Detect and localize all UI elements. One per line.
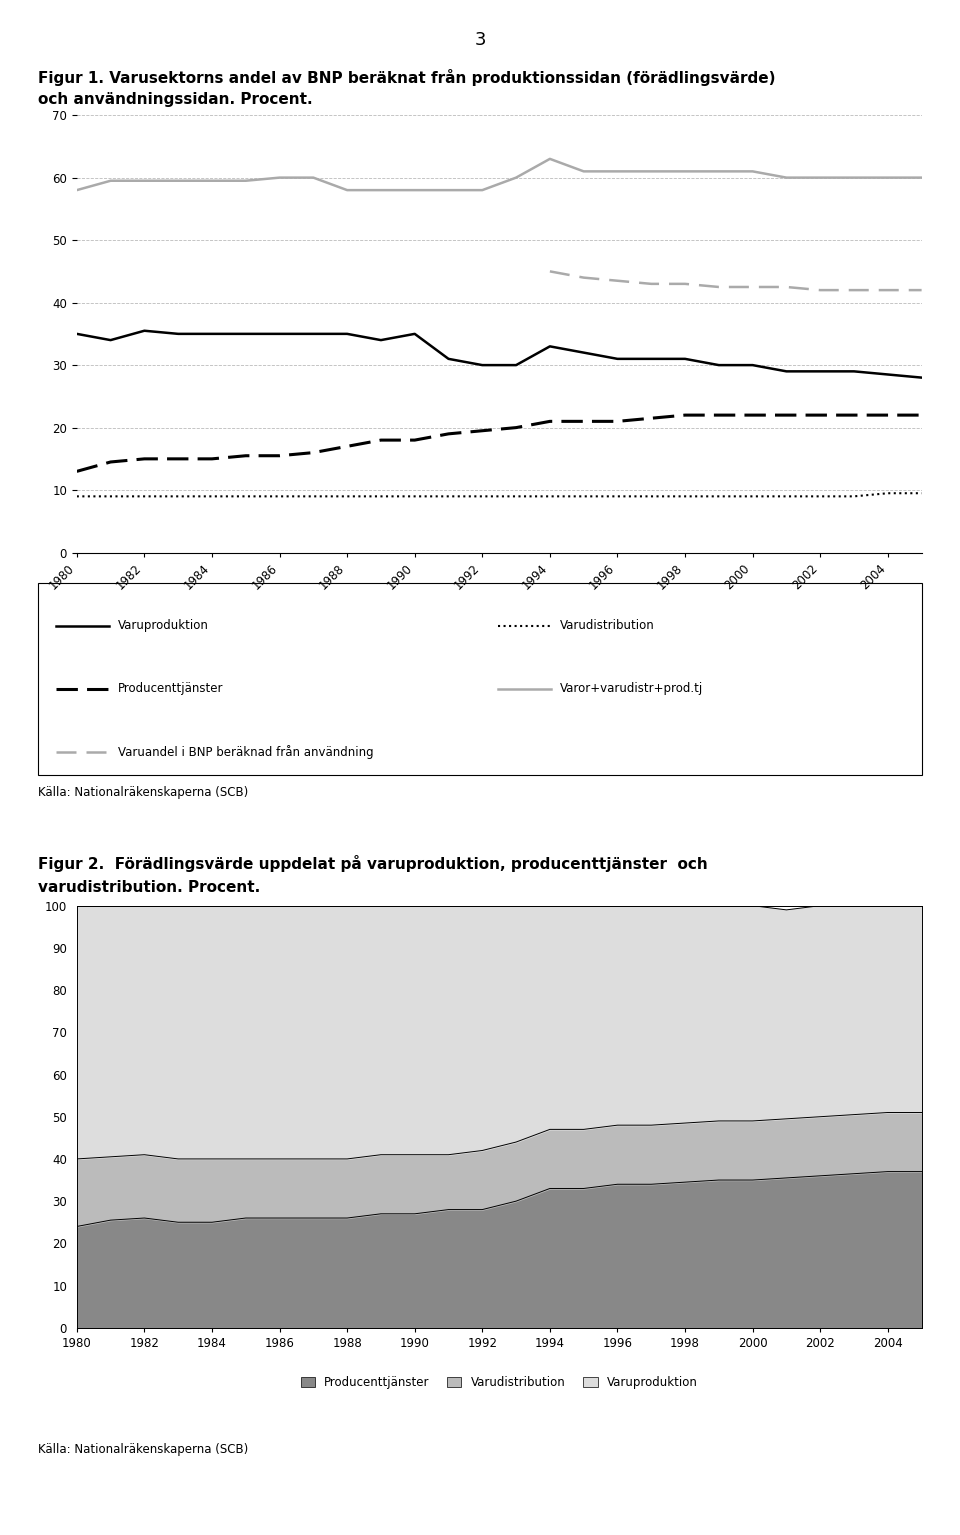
Text: Varuproduktion: Varuproduktion xyxy=(118,619,208,632)
Text: Varudistribution: Varudistribution xyxy=(560,619,654,632)
Text: Figur 2.  Förädlingsvärde uppdelat på varuproduktion, producenttjänster  och: Figur 2. Förädlingsvärde uppdelat på var… xyxy=(38,855,708,872)
Text: Producenttjänster: Producenttjänster xyxy=(118,683,224,695)
Text: 3: 3 xyxy=(474,31,486,49)
Text: Figur 1. Varusektorns andel av BNP beräknat från produktionssidan (förädlingsvär: Figur 1. Varusektorns andel av BNP beräk… xyxy=(38,69,776,86)
Text: Källa: Nationalräkenskaperna (SCB): Källa: Nationalräkenskaperna (SCB) xyxy=(38,1443,249,1455)
Text: Varor+varudistr+prod.tj: Varor+varudistr+prod.tj xyxy=(560,683,703,695)
Text: Källa: Nationalräkenskaperna (SCB): Källa: Nationalräkenskaperna (SCB) xyxy=(38,786,249,798)
Legend: Producenttjänster, Varudistribution, Varuproduktion: Producenttjänster, Varudistribution, Var… xyxy=(296,1371,703,1394)
Text: Varuandel i BNP beräknad från användning: Varuandel i BNP beräknad från användning xyxy=(118,744,373,760)
Text: varudistribution. Procent.: varudistribution. Procent. xyxy=(38,880,261,895)
Text: och användningssidan. Procent.: och användningssidan. Procent. xyxy=(38,92,313,107)
